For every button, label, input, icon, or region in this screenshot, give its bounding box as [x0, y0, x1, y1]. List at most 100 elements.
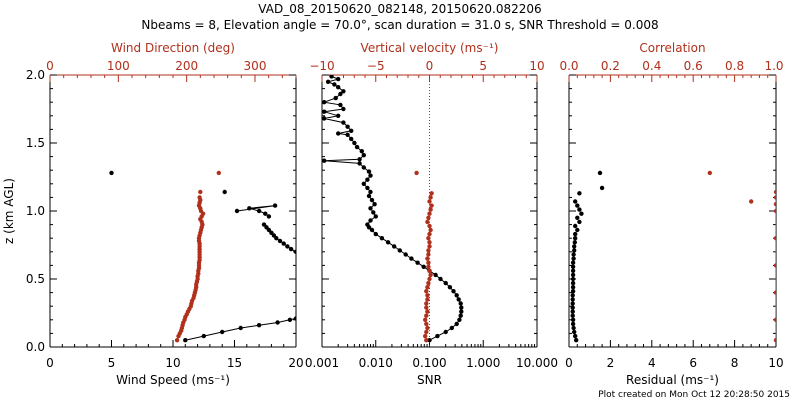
data-point [423, 317, 428, 322]
data-point [425, 256, 430, 261]
xtick-label-top: 0 [46, 59, 54, 73]
data-point [570, 297, 575, 302]
data-point [266, 214, 272, 219]
data-point [570, 309, 575, 314]
data-point [109, 170, 114, 176]
xtick-label-bottom: 0.010 [359, 356, 393, 370]
data-point [368, 206, 373, 211]
data-point [428, 195, 433, 200]
panel-wind: 0.00.51.01.52.0z (km AGL)0 5 10 15 200 100 200… [2, 41, 304, 387]
data-point [345, 124, 350, 129]
data-point [427, 244, 432, 249]
data-point [269, 230, 274, 235]
data-point [573, 333, 578, 339]
data-point [570, 264, 576, 269]
xtick-label-bottom: 10 [768, 356, 783, 370]
data-point [773, 263, 776, 268]
data-point [426, 264, 431, 269]
data-point [336, 76, 341, 82]
data-point [773, 317, 776, 322]
xtick-label-top: 1.0 [764, 59, 783, 73]
data-point [447, 285, 453, 290]
data-point [577, 219, 582, 225]
data-point [220, 329, 225, 335]
data-point [570, 276, 576, 282]
data-point [397, 248, 402, 253]
data-point [336, 131, 341, 136]
data-point [341, 89, 346, 94]
xtick-label-bottom: 0 [565, 356, 573, 370]
data-point [573, 236, 578, 241]
panel-residual: 0 2 4 6 8 10 0.0 0.2 0.4 0.6 0.8 1.0 Residual (ms⁻¹)… [559, 41, 783, 387]
data-point [451, 289, 456, 294]
data-point [373, 231, 378, 237]
data-point [256, 208, 262, 214]
data-point [421, 264, 426, 269]
xtick-label-top: 0.4 [642, 59, 661, 73]
data-point [336, 113, 341, 119]
xtick-label-bottom: 8 [731, 356, 739, 370]
data-point [426, 252, 431, 257]
xtick-label-bottom: 10 [165, 356, 180, 370]
data-point [427, 199, 432, 204]
data-point [424, 301, 429, 306]
data-point [572, 240, 577, 245]
data-point [424, 289, 429, 294]
data-point [570, 285, 576, 290]
xtick-label-bottom: 0.100 [412, 356, 446, 370]
data-point [570, 313, 575, 318]
data-point [329, 75, 334, 79]
data-point [438, 276, 443, 282]
data-point [366, 169, 372, 174]
data-point [577, 207, 582, 212]
data-point [575, 215, 580, 220]
data-point [573, 199, 578, 204]
data-point [293, 249, 296, 254]
data-point [368, 173, 373, 178]
data-point [392, 244, 397, 249]
xtick-label-top: 0 [426, 59, 434, 73]
data-point [572, 329, 577, 335]
data-point [773, 189, 776, 195]
data-point [773, 195, 776, 200]
xtick-label-bottom: 0 [46, 356, 54, 370]
data-point [336, 85, 341, 90]
data-point [426, 280, 431, 286]
xtick-label-bottom: 20 [288, 356, 303, 370]
data-point [425, 293, 430, 298]
data-point [570, 260, 576, 265]
data-point [415, 260, 420, 265]
data-point [424, 321, 429, 327]
xtick-label-top: −5 [367, 59, 385, 73]
data-point [571, 252, 576, 257]
xtick-label-bottom: 5 [108, 356, 116, 370]
data-point [247, 206, 252, 211]
ytick-label: 2.0 [26, 68, 45, 82]
data-point [428, 227, 433, 233]
data-point [277, 238, 283, 244]
data-point [425, 325, 430, 331]
data-point [597, 170, 603, 176]
data-point [425, 219, 430, 225]
data-point [424, 313, 429, 318]
data-point [457, 317, 462, 322]
data-point [773, 236, 776, 241]
data-point [707, 170, 712, 176]
x-axis-label-bottom: Residual (ms⁻¹) [626, 373, 719, 387]
xtick-label-top: 0.6 [684, 59, 703, 73]
data-point [293, 316, 296, 321]
data-point [570, 289, 576, 294]
data-point [349, 136, 354, 142]
data-point [198, 189, 203, 195]
data-point [354, 144, 360, 150]
data-point [234, 208, 240, 214]
data-point [570, 321, 576, 327]
data-point [216, 170, 221, 176]
data-point [369, 227, 375, 233]
data-point [365, 222, 370, 227]
xtick-label-top: 0.0 [559, 59, 578, 73]
xtick-label-bottom: 6 [689, 356, 697, 370]
data-point [403, 252, 408, 257]
x-axis-label-top: Vertical velocity (ms⁻¹) [361, 41, 499, 55]
data-point [238, 325, 243, 331]
